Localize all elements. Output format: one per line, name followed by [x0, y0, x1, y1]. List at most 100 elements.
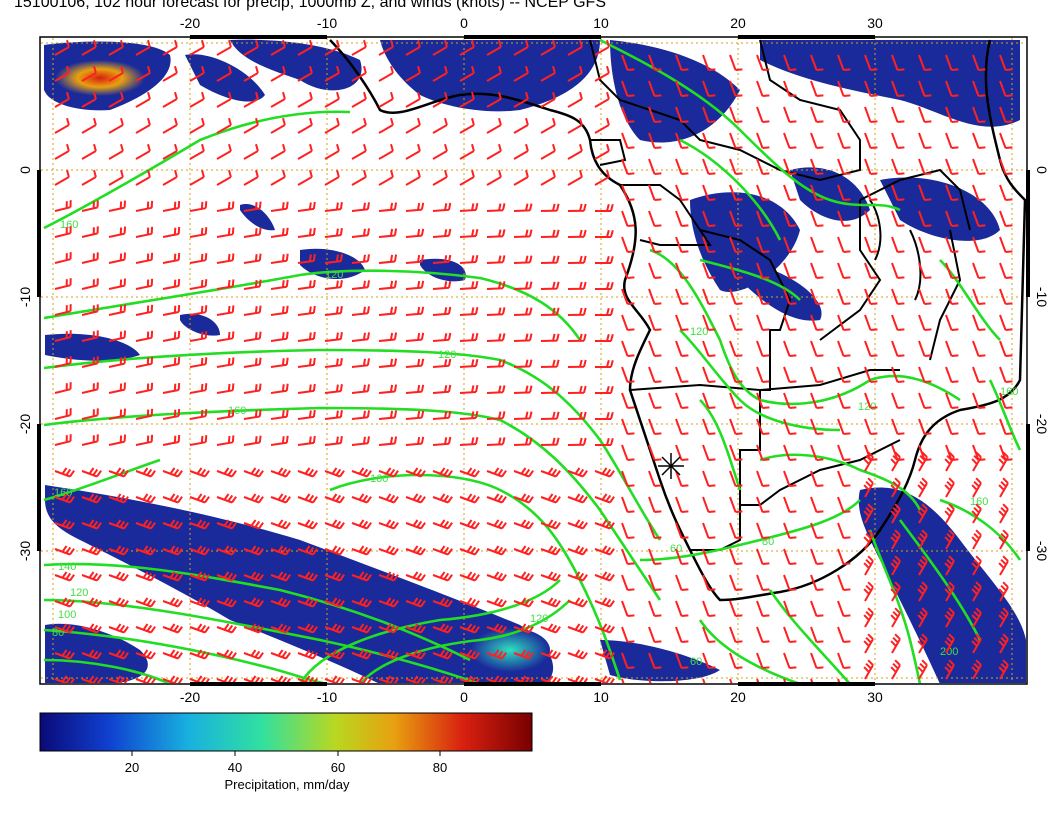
wind-barb	[459, 280, 479, 290]
wind-barb	[135, 382, 154, 394]
wind-barb	[810, 392, 824, 409]
wind-barb	[351, 623, 372, 634]
wind-barb	[243, 519, 264, 530]
wind-barb	[594, 493, 615, 504]
wind-barb	[243, 169, 259, 186]
wind-barb	[486, 467, 507, 478]
wind-barb	[863, 503, 874, 524]
wind-barb	[351, 384, 370, 394]
wind-barb	[405, 436, 425, 446]
wind-barb	[54, 304, 72, 316]
svg-text:-20: -20	[17, 414, 33, 434]
wind-barb	[810, 184, 824, 201]
wind-barb	[162, 278, 181, 290]
wind-barb	[810, 522, 824, 539]
wind-barb	[756, 314, 770, 331]
wind-barb	[135, 623, 156, 634]
wind-barb	[162, 597, 183, 608]
wind-barb	[270, 143, 286, 160]
wind-barb	[135, 571, 156, 582]
wind-barb	[189, 201, 208, 212]
precip-areas	[44, 39, 1026, 683]
wind-barb	[945, 106, 959, 123]
wind-barb	[324, 649, 345, 660]
wind-barb	[945, 392, 959, 409]
wind-barb	[729, 652, 743, 669]
svg-text:10: 10	[593, 689, 609, 705]
wind-barb	[863, 555, 874, 576]
wind-barb	[999, 392, 1013, 409]
wind-barb	[998, 477, 1009, 498]
wind-barb	[998, 607, 1009, 628]
wind-barb	[54, 226, 72, 238]
wind-barb	[216, 409, 235, 420]
wind-barb	[108, 252, 126, 264]
wind-barb	[486, 623, 507, 634]
wind-barb	[918, 236, 932, 253]
wind-barb	[648, 106, 662, 123]
wind-barb	[270, 331, 289, 342]
wind-barb	[945, 288, 959, 305]
wind-barb	[621, 678, 625, 683]
wind-barb	[891, 132, 905, 149]
wind-barb	[162, 226, 181, 238]
wind-barb	[162, 675, 183, 683]
wind-barb	[540, 281, 560, 290]
wind-barb	[595, 359, 614, 368]
svg-text:-30: -30	[1034, 541, 1050, 561]
wind-barb	[594, 597, 615, 608]
wind-barb	[783, 600, 797, 617]
wind-barb	[297, 117, 313, 134]
wind-barb	[972, 262, 986, 279]
wind-barb	[513, 545, 534, 556]
wind-barb	[513, 203, 533, 212]
wind-barb	[324, 519, 345, 530]
wind-barb	[432, 358, 452, 368]
wind-barb	[648, 548, 662, 565]
wind-barb	[162, 252, 181, 264]
wind-barb	[864, 80, 878, 97]
wind-barb	[648, 236, 662, 253]
wind-barb	[890, 451, 901, 472]
wind-barb	[189, 279, 208, 290]
wind-barb	[351, 358, 370, 368]
wind-barb	[513, 117, 529, 134]
wind-barb	[81, 169, 97, 186]
wind-barb	[621, 600, 635, 617]
wind-barb	[432, 306, 452, 316]
wind-barb	[675, 314, 689, 331]
wind-barb	[405, 649, 426, 660]
wind-barb	[999, 158, 1013, 175]
wind-barb	[999, 366, 1013, 383]
wind-barb	[513, 91, 529, 108]
wind-barb	[405, 597, 426, 608]
wind-barb	[621, 444, 635, 461]
wind-barb	[783, 106, 797, 123]
wind-barb	[270, 545, 291, 556]
wind-barb	[135, 408, 154, 420]
wind-barb	[783, 210, 797, 227]
wind-barb	[864, 210, 878, 227]
wind-barb	[216, 227, 235, 238]
svg-text:200: 200	[940, 646, 958, 658]
wind-barb	[999, 314, 1013, 331]
wind-barb	[810, 54, 824, 71]
wind-barb	[54, 675, 75, 683]
wind-barb	[378, 358, 398, 368]
wind-barb	[216, 91, 232, 108]
wind-barb	[621, 340, 635, 357]
wind-barb	[567, 571, 588, 582]
wind-barb	[351, 117, 367, 134]
wind-barb	[675, 600, 689, 617]
wind-barb	[864, 184, 878, 201]
svg-text:120: 120	[530, 613, 548, 625]
wind-barb	[513, 169, 529, 186]
wind-barb	[783, 236, 797, 253]
wind-barb	[243, 623, 264, 634]
wind-barb	[351, 545, 372, 556]
wind-barb	[810, 496, 824, 513]
wind-barb	[648, 288, 662, 305]
wind-barb	[135, 278, 154, 290]
wind-barb	[351, 143, 367, 160]
wind-barb	[702, 678, 706, 683]
